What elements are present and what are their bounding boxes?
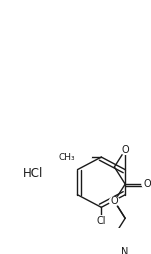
Ellipse shape — [142, 180, 151, 188]
Text: CH₃: CH₃ — [59, 153, 76, 162]
Text: Cl: Cl — [97, 216, 106, 226]
Text: HCl: HCl — [22, 167, 43, 180]
Text: O: O — [143, 179, 151, 189]
Ellipse shape — [109, 197, 119, 206]
Ellipse shape — [120, 248, 130, 254]
Text: O: O — [111, 196, 118, 206]
Text: N: N — [122, 247, 129, 254]
Ellipse shape — [120, 145, 130, 154]
Ellipse shape — [93, 216, 109, 227]
Ellipse shape — [64, 152, 91, 163]
Text: O: O — [121, 145, 129, 155]
